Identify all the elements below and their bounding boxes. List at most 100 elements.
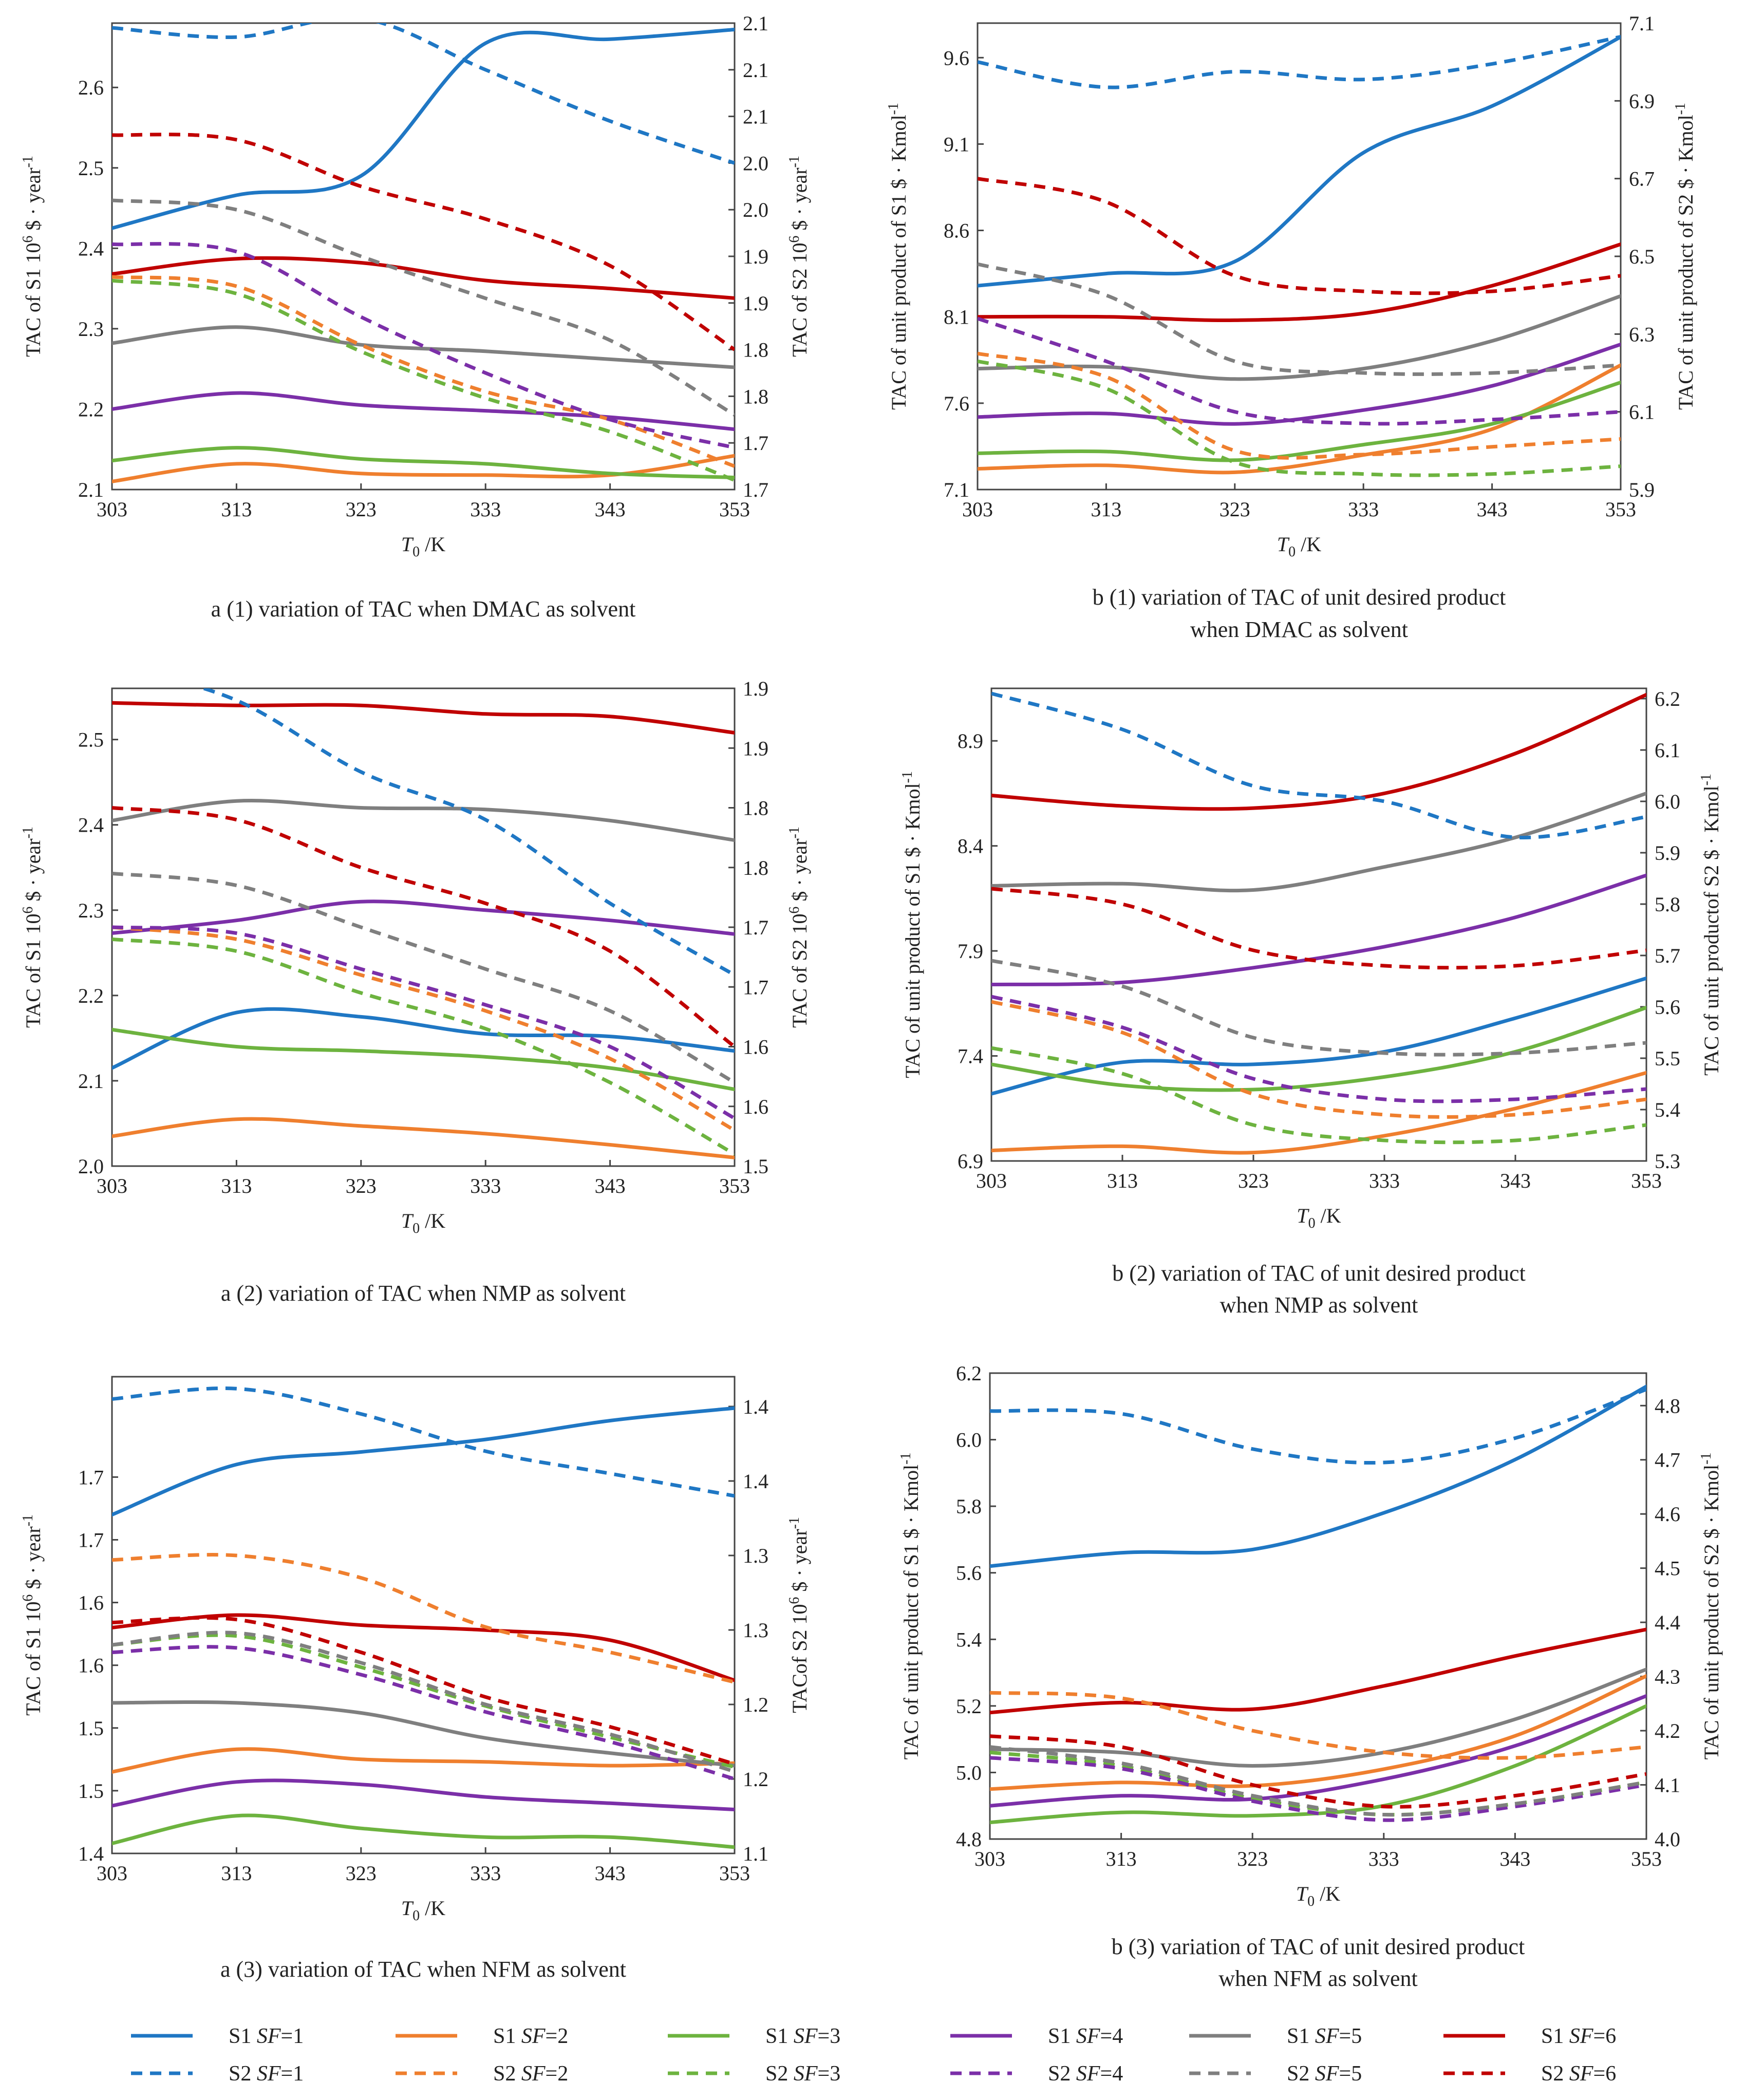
y-right-tick-label: 7.1 <box>1629 12 1655 35</box>
series-line-s2-sf-2 <box>112 275 735 468</box>
series-line-s1-sf-1 <box>991 976 1646 1096</box>
y-right-tick-label: 1.7 <box>743 478 768 501</box>
series-line-s2-sf-3 <box>990 1750 1646 1817</box>
x-tick-label: 353 <box>1605 498 1636 521</box>
y-left-axis-title: TAC of unit product of S1 $ · Kmol-1 <box>886 103 911 410</box>
y-right-tick-label: 4.4 <box>1655 1611 1680 1634</box>
x-tick-label: 323 <box>346 498 377 521</box>
y-left-tick-label: 8.6 <box>944 219 969 242</box>
y-right-tick-label: 2.1 <box>743 105 768 128</box>
series-group <box>112 1386 735 1849</box>
series-line-s2-sf-6 <box>112 806 735 1048</box>
series-line-s1-sf-4 <box>112 391 735 432</box>
series-line-s1-sf-6 <box>112 701 735 735</box>
x-tick-label: 303 <box>976 1169 1007 1192</box>
y-left-tick-label: 9.6 <box>944 46 969 69</box>
y-left-tick-label: 1.6 <box>78 1654 104 1677</box>
y-left-tick-label: 2.5 <box>78 728 104 752</box>
series-line-s2-sf-2 <box>991 1000 1646 1119</box>
series-line-s2-sf-3 <box>978 359 1621 477</box>
y-right-tick-label: 4.0 <box>1655 1828 1680 1851</box>
y-left-tick-label: 5.4 <box>956 1628 982 1651</box>
series-line-s2-sf-6 <box>991 887 1646 970</box>
series-line-s2-sf-4 <box>990 1756 1646 1822</box>
x-tick-label: 303 <box>97 1862 127 1885</box>
y-right-tick-label: 4.8 <box>1655 1394 1680 1417</box>
y-right-tick-label: 1.2 <box>743 1693 768 1716</box>
y-left-tick-label: 2.3 <box>78 899 104 922</box>
x-tick-label: 353 <box>719 498 750 521</box>
y-right-tick-label: 4.6 <box>1655 1503 1680 1526</box>
x-tick-label: 313 <box>221 1862 252 1885</box>
y-left-axis-title: TAC of S1 106 $ · year-1 <box>20 156 45 357</box>
series-line-s1-sf-6 <box>990 1627 1646 1715</box>
series-line-s1-sf-5 <box>978 294 1621 381</box>
series-line-s1-sf-4 <box>112 899 735 936</box>
x-tick-label: 323 <box>1238 1169 1269 1192</box>
y-left-tick-label: 5.6 <box>956 1562 982 1585</box>
y-left-axis-title: TAC of S1 106 $ · year-1 <box>20 1514 45 1716</box>
x-tick-label: 333 <box>1368 1847 1399 1870</box>
series-line-s1-sf-3 <box>112 1813 735 1849</box>
x-axis-title: T0 /K <box>401 1209 445 1236</box>
series-line-s2-sf-6 <box>112 1616 735 1766</box>
series-line-s1-sf-3 <box>991 1006 1646 1092</box>
y-left-tick-label: 4.8 <box>956 1828 982 1851</box>
legend-label: S1 SF=6 <box>1541 2024 1616 2048</box>
y-left-tick-label: 7.6 <box>944 392 969 415</box>
chart-panel-a1: 303 313 323 333 343 353 2.1 2.2 2.3 2.4 2.5 2.6 1.7 1… <box>20 12 812 622</box>
series-line-s2-sf-6 <box>112 133 735 351</box>
series-line-s1-sf-4 <box>991 873 1646 986</box>
series-group <box>112 23 735 483</box>
y-right-tick-label: 1.8 <box>743 339 768 362</box>
series-line-s1-sf-4 <box>978 343 1621 426</box>
y-right-tick-label: 1.4 <box>743 1395 768 1418</box>
y-right-tick-label: 4.1 <box>1655 1774 1680 1797</box>
y-left-tick-label: 7.1 <box>944 478 969 501</box>
y-right-tick-label: 5.8 <box>1655 893 1680 916</box>
y-left-tick-label: 1.7 <box>78 1528 104 1551</box>
chart-caption: when DMAC as solvent <box>1190 617 1408 642</box>
series-line-s2-sf-5 <box>990 1745 1646 1817</box>
series-line-s1-sf-6 <box>991 692 1646 811</box>
x-tick-label: 323 <box>1237 1847 1268 1870</box>
series-line-s2-sf-6 <box>990 1734 1646 1809</box>
series-line-s1-sf-2 <box>112 1747 735 1774</box>
series-line-s1-sf-1 <box>112 1007 735 1070</box>
series-line-s1-sf-1 <box>112 1406 735 1517</box>
y-right-axis-title: TAC of S2 106 $ · year-1 <box>786 156 812 357</box>
series-line-s1-sf-2 <box>112 1117 735 1159</box>
legend-label: S1 SF=5 <box>1287 2024 1362 2048</box>
y-right-tick-label: 1.3 <box>743 1544 768 1567</box>
y-right-tick-label: 1.6 <box>743 1095 768 1118</box>
x-axis-title: T0 /K <box>401 533 445 560</box>
y-right-axis-title: TAC of unit productof S2 $ · Kmol-1 <box>1698 774 1723 1076</box>
legend-label: S2 SF=2 <box>493 2062 568 2086</box>
series-line-s1-sf-1 <box>978 35 1621 288</box>
y-left-tick-label: 1.6 <box>78 1591 104 1615</box>
x-tick-label: 303 <box>97 1174 127 1197</box>
series-line-s2-sf-1 <box>991 691 1646 839</box>
y-left-tick-label: 2.2 <box>78 984 104 1007</box>
y-right-tick-label: 1.4 <box>743 1470 768 1493</box>
series-line-s1-sf-3 <box>112 446 735 479</box>
series-line-s1-sf-1 <box>990 1384 1646 1568</box>
series-line-s2-sf-1 <box>112 1386 735 1498</box>
chart-caption: b (3) variation of TAC of unit desired p… <box>1112 1934 1525 1959</box>
y-left-tick-label: 2.4 <box>78 814 104 837</box>
x-tick-label: 313 <box>1091 498 1121 521</box>
y-left-tick-label: 6.0 <box>956 1429 982 1452</box>
x-tick-label: 323 <box>346 1862 377 1885</box>
series-line-s1-sf-1 <box>112 28 735 230</box>
y-left-tick-label: 2.2 <box>78 398 104 421</box>
plot-frame <box>989 1372 1647 1840</box>
y-right-tick-label: 2.1 <box>743 12 768 35</box>
series-line-s2-sf-3 <box>112 937 735 1156</box>
series-line-s2-sf-5 <box>991 959 1646 1057</box>
x-axis-title: T0 /K <box>1296 1882 1340 1909</box>
series-line-s2-sf-4 <box>112 925 735 1120</box>
y-left-tick-label: 5.2 <box>956 1695 982 1718</box>
y-right-axis-title: TAC of S2 106 $ · year-1 <box>786 827 812 1028</box>
x-tick-label: 353 <box>719 1174 750 1197</box>
